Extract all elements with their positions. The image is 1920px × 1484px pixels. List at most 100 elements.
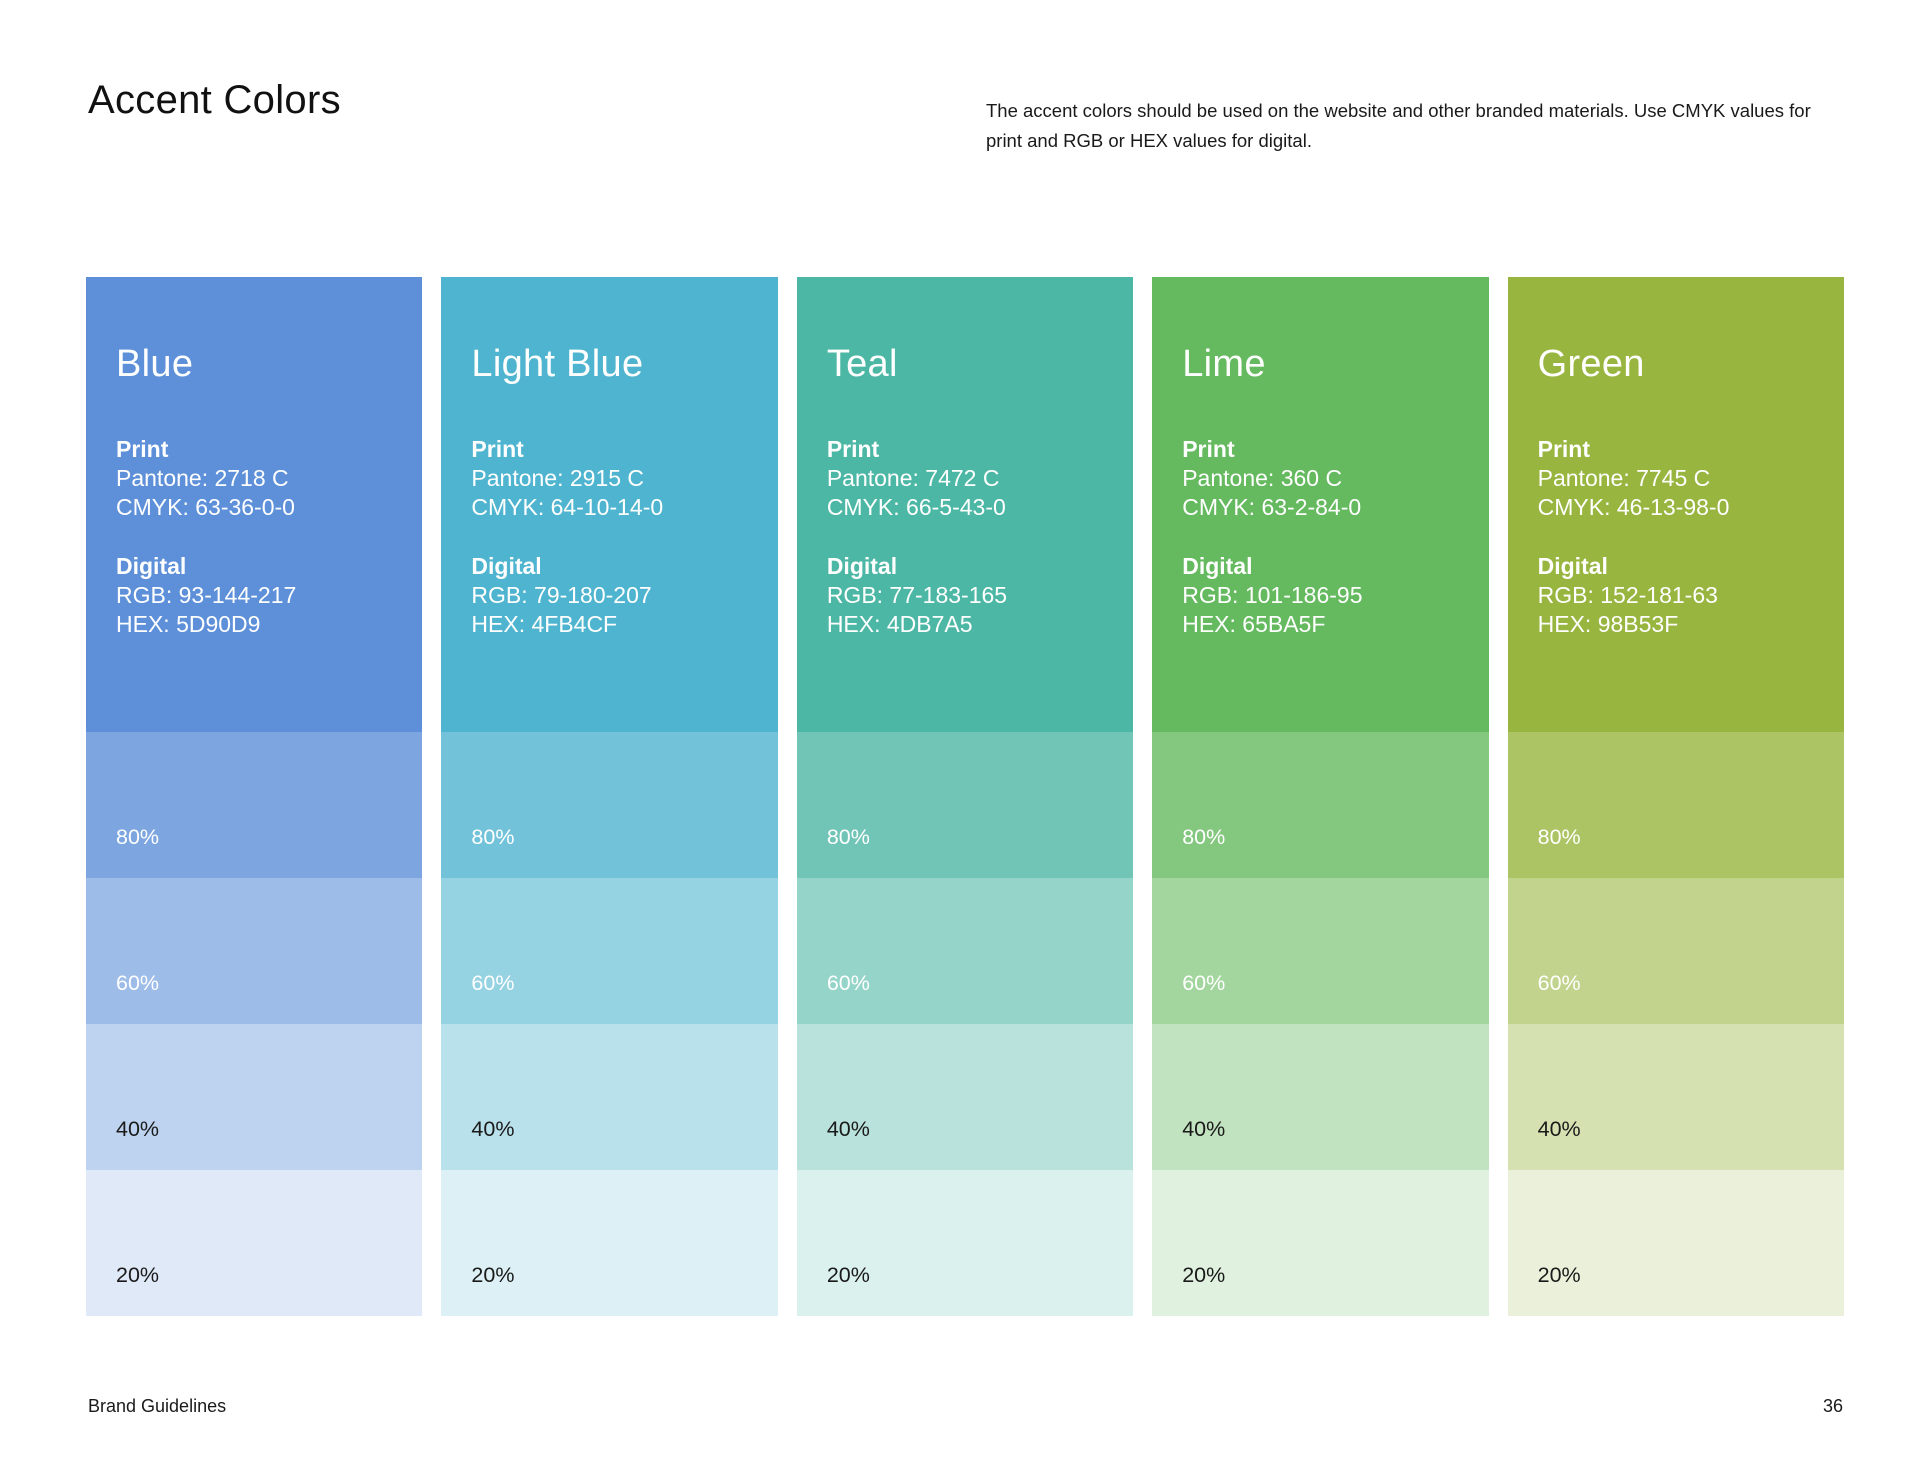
color-swatch-teal: Teal Print Pantone: 7472 C CMYK: 66-5-43-0 D… <box>796 277 1134 732</box>
print-heading: Print <box>826 436 880 462</box>
digital-specs: Digital RGB: 77-183-165 HEX: 4DB7A5 <box>827 552 1133 639</box>
page-title: Accent Colors <box>88 78 341 122</box>
digital-heading: Digital <box>116 553 187 579</box>
digital-heading: Digital <box>826 553 898 579</box>
color-column-blue: Blue Print Pantone: 2718 C CMYK: 63-36-0-0 D… <box>86 277 423 1316</box>
color-name: Green <box>1537 343 1645 385</box>
tint-label: 40% <box>116 1117 160 1141</box>
print-heading: Print <box>1182 436 1235 462</box>
tint-label: 80% <box>826 825 870 849</box>
tint-swatch-teal-40: 40% <box>796 1024 1134 1170</box>
tint-label: 40% <box>826 1117 870 1141</box>
color-name: Lime <box>1182 343 1266 385</box>
tint-label: 20% <box>116 1263 160 1287</box>
tint-swatch-green-20: 20% <box>1507 1170 1845 1316</box>
tint-label: 40% <box>1182 1117 1226 1141</box>
tint-swatch-blue-80: 80% <box>86 732 423 878</box>
tint-swatch-lime-40: 40% <box>1152 1024 1489 1170</box>
print-specs: Print Pantone: 2915 C CMYK: 64-10-14-0 <box>471 435 777 522</box>
tint-swatch-light-blue-20: 20% <box>441 1170 778 1316</box>
tint-label: 60% <box>116 971 160 995</box>
cmyk-value: CMYK: 46-13-98-0 <box>1537 494 1730 520</box>
hex-value: HEX: 4FB4CF <box>471 611 618 637</box>
color-column-teal: Teal Print Pantone: 7472 C CMYK: 66-5-43-0 D… <box>796 277 1134 1316</box>
color-swatch-light-blue: Light Blue Print Pantone: 2915 C CMYK: 64-1… <box>441 277 778 732</box>
color-swatch-blue: Blue Print Pantone: 2718 C CMYK: 63-36-0-0 D… <box>86 277 423 732</box>
color-columns: Blue Print Pantone: 2718 C CMYK: 63-36-0-0 D… <box>86 277 1845 1316</box>
tint-label: 60% <box>1182 971 1226 995</box>
tint-swatch-lime-60: 60% <box>1152 878 1489 1024</box>
hex-value: HEX: 5D90D9 <box>116 611 261 637</box>
cmyk-value: CMYK: 64-10-14-0 <box>471 494 664 520</box>
color-column-light-blue: Light Blue Print Pantone: 2915 C CMYK: 64-1… <box>441 277 778 1316</box>
tint-label: 20% <box>1182 1263 1226 1287</box>
tint-label: 60% <box>1537 971 1581 995</box>
digital-specs: Digital RGB: 79-180-207 HEX: 4FB4CF <box>471 552 777 639</box>
tint-swatch-blue-60: 60% <box>86 878 423 1024</box>
tint-label: 80% <box>1537 825 1581 849</box>
print-specs: Print Pantone: 2718 C CMYK: 63-36-0-0 <box>116 435 422 522</box>
color-name: Teal <box>826 343 898 385</box>
rgb-value: RGB: 93-144-217 <box>116 582 297 608</box>
pantone-value: Pantone: 7472 C <box>826 465 1000 491</box>
rgb-value: RGB: 101-186-95 <box>1182 582 1363 608</box>
tint-label: 40% <box>471 1117 515 1141</box>
pantone-value: Pantone: 360 C <box>1182 465 1343 491</box>
tint-label: 80% <box>471 825 515 849</box>
tint-swatch-lime-80: 80% <box>1152 732 1489 878</box>
tint-label: 20% <box>1537 1263 1581 1287</box>
rgb-value: RGB: 152-181-63 <box>1537 582 1718 608</box>
print-specs: Print Pantone: 360 C CMYK: 63-2-84-0 <box>1182 435 1488 522</box>
tint-label: 80% <box>1182 825 1226 849</box>
tint-swatch-lime-20: 20% <box>1152 1170 1489 1316</box>
digital-specs: Digital RGB: 152-181-63 HEX: 98B53F <box>1538 552 1844 639</box>
hex-value: HEX: 65BA5F <box>1182 611 1326 637</box>
footer-label: Brand Guidelines <box>88 1396 227 1416</box>
digital-specs: Digital RGB: 101-186-95 HEX: 65BA5F <box>1182 552 1488 639</box>
hex-value: HEX: 98B53F <box>1537 611 1679 637</box>
tint-swatch-teal-60: 60% <box>796 878 1134 1024</box>
tint-swatch-green-40: 40% <box>1507 1024 1845 1170</box>
tint-label: 20% <box>471 1263 515 1287</box>
page-number: 36 <box>1822 1396 1843 1416</box>
cmyk-value: CMYK: 66-5-43-0 <box>826 494 1006 520</box>
rgb-value: RGB: 77-183-165 <box>826 582 1008 608</box>
pantone-value: Pantone: 7745 C <box>1537 465 1711 491</box>
digital-heading: Digital <box>471 553 542 579</box>
color-name: Light Blue <box>471 343 644 385</box>
print-heading: Print <box>116 436 169 462</box>
rgb-value: RGB: 79-180-207 <box>471 582 652 608</box>
tint-swatch-light-blue-40: 40% <box>441 1024 778 1170</box>
print-specs: Print Pantone: 7472 C CMYK: 66-5-43-0 <box>827 435 1133 522</box>
intro-paragraph: The accent colors should be used on the … <box>986 100 1811 151</box>
pantone-value: Pantone: 2915 C <box>471 465 645 491</box>
color-name: Blue <box>116 343 194 385</box>
tint-label: 60% <box>826 971 870 995</box>
color-column-green: Green Print Pantone: 7745 C CMYK: 46-13-98-… <box>1507 277 1845 1316</box>
cmyk-value: CMYK: 63-36-0-0 <box>116 494 295 520</box>
print-heading: Print <box>1537 436 1591 462</box>
color-column-lime: Lime Print Pantone: 360 C CMYK: 63-2-84-0 Di… <box>1152 277 1489 1316</box>
tint-swatch-light-blue-80: 80% <box>441 732 778 878</box>
hex-value: HEX: 4DB7A5 <box>826 611 973 637</box>
digital-heading: Digital <box>1537 553 1608 579</box>
tint-swatch-green-60: 60% <box>1507 878 1845 1024</box>
digital-heading: Digital <box>1182 553 1253 579</box>
tint-label: 60% <box>471 971 515 995</box>
tint-label: 80% <box>116 825 160 849</box>
tint-swatch-blue-40: 40% <box>86 1024 423 1170</box>
pantone-value: Pantone: 2718 C <box>116 465 289 491</box>
tint-label: 40% <box>1537 1117 1581 1141</box>
tint-swatch-light-blue-60: 60% <box>441 878 778 1024</box>
tint-label: 20% <box>826 1263 870 1287</box>
print-specs: Print Pantone: 7745 C CMYK: 46-13-98-0 <box>1538 435 1844 522</box>
color-swatch-green: Green Print Pantone: 7745 C CMYK: 46-13-98-… <box>1507 277 1845 732</box>
digital-specs: Digital RGB: 93-144-217 HEX: 5D90D9 <box>116 552 422 639</box>
print-heading: Print <box>471 436 524 462</box>
color-swatch-lime: Lime Print Pantone: 360 C CMYK: 63-2-84-0 Di… <box>1152 277 1489 732</box>
tint-swatch-teal-80: 80% <box>796 732 1134 878</box>
tint-swatch-teal-20: 20% <box>796 1170 1134 1316</box>
tint-swatch-blue-20: 20% <box>86 1170 423 1316</box>
cmyk-value: CMYK: 63-2-84-0 <box>1182 494 1362 520</box>
tint-swatch-green-80: 80% <box>1507 732 1845 878</box>
